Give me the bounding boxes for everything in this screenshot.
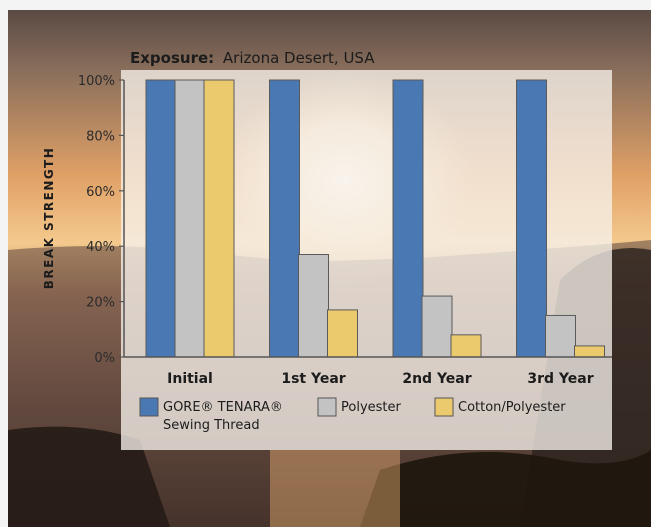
- bar-gore-3: [516, 79, 547, 358]
- bar-gore-1: [269, 79, 300, 358]
- legend: GORE® TENARA® Sewing Thread Polyester Co…: [139, 397, 566, 433]
- bar-gore-0: [145, 79, 177, 358]
- category-label: Initial: [167, 371, 213, 387]
- legend-swatch-cotton: [434, 397, 454, 417]
- bar-polyester-3: [545, 314, 576, 358]
- plot-area: [145, 79, 605, 358]
- y-tick-group: 0% 20% 40% 60% 80% 100%: [78, 74, 124, 366]
- category-label: 2nd Year: [402, 371, 471, 387]
- y-axis-title: BREAK STRENGTH: [42, 147, 56, 290]
- y-tick-label: 100%: [78, 74, 115, 89]
- category-label-group: Initial 1st Year 2nd Year 3rd Year: [167, 371, 594, 387]
- y-tick-label: 20%: [86, 296, 115, 311]
- y-tick-label: 80%: [86, 129, 115, 144]
- bar-polyester-0: [174, 79, 206, 358]
- legend-swatch-polyester: [317, 397, 337, 417]
- bar-polyester-2: [421, 295, 453, 358]
- legend-swatch-gore: [139, 397, 159, 417]
- bar-cotton-1: [327, 309, 358, 358]
- bar-cotton-2: [450, 334, 482, 358]
- legend-label-cotton: Cotton/Polyester: [458, 400, 566, 415]
- legend-label-polyester: Polyester: [341, 400, 402, 415]
- bar-cotton-3: [574, 345, 605, 358]
- y-tick-label: 40%: [86, 240, 115, 255]
- bar-polyester-1: [298, 254, 329, 358]
- bar-cotton-0: [203, 79, 235, 358]
- legend-label-gore-line1: GORE® TENARA®: [163, 400, 283, 415]
- bar-gore-2: [392, 79, 424, 358]
- category-label: 3rd Year: [527, 371, 593, 387]
- y-tick-label: 0%: [94, 351, 115, 366]
- legend-label-gore-line2: Sewing Thread: [163, 418, 260, 433]
- chart-title: Exposure: Arizona Desert, USA: [130, 49, 375, 67]
- y-tick-label: 60%: [86, 185, 115, 200]
- category-label: 1st Year: [281, 371, 345, 387]
